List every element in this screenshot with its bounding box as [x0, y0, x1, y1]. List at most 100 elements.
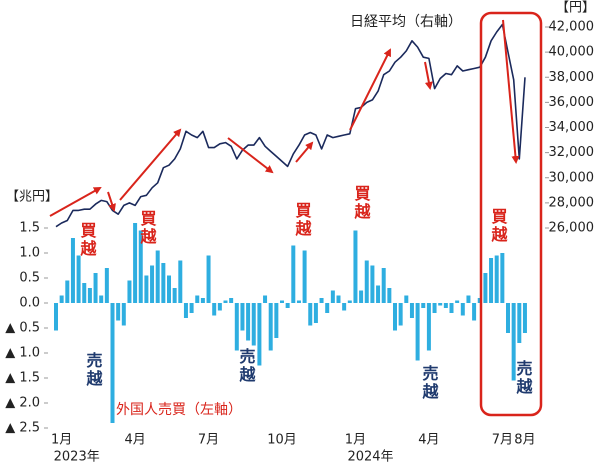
bar [353, 230, 358, 303]
y2-tick-label: 42,000 [549, 20, 595, 35]
y2-tick-label: 26,000 [549, 221, 595, 236]
trend-arrows [49, 19, 520, 217]
bar [183, 303, 188, 318]
bar [359, 290, 364, 303]
bar [319, 298, 324, 303]
buy-label: 買越 [293, 202, 313, 238]
bar [511, 303, 516, 381]
bar [104, 268, 109, 303]
sell-label: 売越 [84, 351, 104, 388]
arrow [349, 48, 391, 131]
bar [376, 285, 381, 303]
bar [393, 303, 397, 331]
line [55, 23, 526, 228]
bar [364, 260, 369, 303]
x-tick-label: 7月 [492, 433, 513, 448]
bar [246, 303, 251, 341]
bar [387, 288, 392, 303]
bar [325, 303, 330, 313]
bar [167, 275, 171, 303]
bar [313, 303, 318, 323]
y-tick-label: 1.5 [19, 221, 40, 236]
bar [522, 303, 527, 333]
bar [342, 303, 347, 311]
bar [127, 280, 132, 303]
bar [472, 303, 477, 321]
bar [82, 283, 87, 303]
bar [150, 265, 155, 303]
buy-label: 買越 [489, 208, 509, 244]
y2-tick-label: 32,000 [549, 145, 595, 160]
arrow [502, 19, 520, 164]
series-label: 外国人売買（左軸） [116, 402, 242, 418]
y-tick-label: ▲ 2.0 [5, 396, 40, 411]
sell-label: 売越 [237, 347, 257, 384]
bar [302, 250, 307, 303]
bar [460, 303, 465, 316]
bar [76, 255, 81, 303]
bar [308, 303, 313, 326]
highlight-box [479, 11, 543, 417]
y-unit: 【兆円】 [6, 190, 58, 205]
buy-label: 買越 [138, 210, 158, 246]
arrow [424, 61, 433, 90]
bar [195, 295, 200, 303]
bar [161, 263, 166, 303]
series-label: 日経平均（右軸） [350, 14, 462, 30]
x-tick-label: 1月 [51, 433, 72, 448]
bar [70, 238, 75, 303]
bar [443, 303, 448, 308]
bar [489, 258, 494, 303]
y2-tick-label: 28,000 [549, 195, 595, 210]
bar [116, 303, 121, 321]
bar [336, 295, 341, 303]
bar [229, 298, 234, 303]
bar [65, 280, 70, 303]
arrow [107, 191, 116, 212]
bar [121, 303, 126, 326]
arrow [227, 137, 274, 174]
bar [155, 250, 160, 303]
x-tick-label: 8月 [514, 433, 535, 448]
bar [280, 300, 284, 303]
y2-tick-label: 40,000 [549, 45, 595, 60]
bar [133, 223, 138, 303]
bar [234, 303, 239, 351]
bar [251, 303, 256, 346]
x-tick-label: 4月 [418, 433, 439, 448]
bar [59, 295, 64, 303]
bar [99, 295, 104, 303]
y2-tick-label: 36,000 [549, 95, 595, 110]
bar [432, 303, 437, 313]
sell-label: 売越 [420, 364, 440, 401]
bar [138, 230, 143, 303]
bar [144, 275, 149, 303]
bar [87, 288, 92, 303]
bar [240, 303, 245, 331]
buy-label: 買越 [78, 222, 98, 258]
bar [381, 268, 386, 303]
y2-tick-label: 38,000 [549, 70, 595, 85]
bar [438, 303, 443, 306]
x-tick-label: 7月 [198, 433, 219, 448]
bar [110, 303, 115, 423]
bar [409, 303, 414, 318]
bar [426, 303, 431, 351]
bar [189, 303, 194, 313]
bar [206, 255, 211, 303]
y2-tick-label: 30,000 [549, 170, 595, 185]
bar [212, 303, 217, 316]
y-tick-label: ▲ 1.5 [5, 371, 40, 386]
bar [178, 260, 183, 303]
bar [483, 273, 488, 303]
bar [506, 303, 510, 333]
bar [296, 300, 301, 303]
bar [200, 298, 205, 303]
sell-label: 売越 [514, 359, 534, 396]
x-year-label: 2024年 [347, 450, 393, 463]
bar [347, 300, 352, 303]
bar [93, 273, 98, 303]
x-tick-label: 4月 [124, 433, 145, 448]
